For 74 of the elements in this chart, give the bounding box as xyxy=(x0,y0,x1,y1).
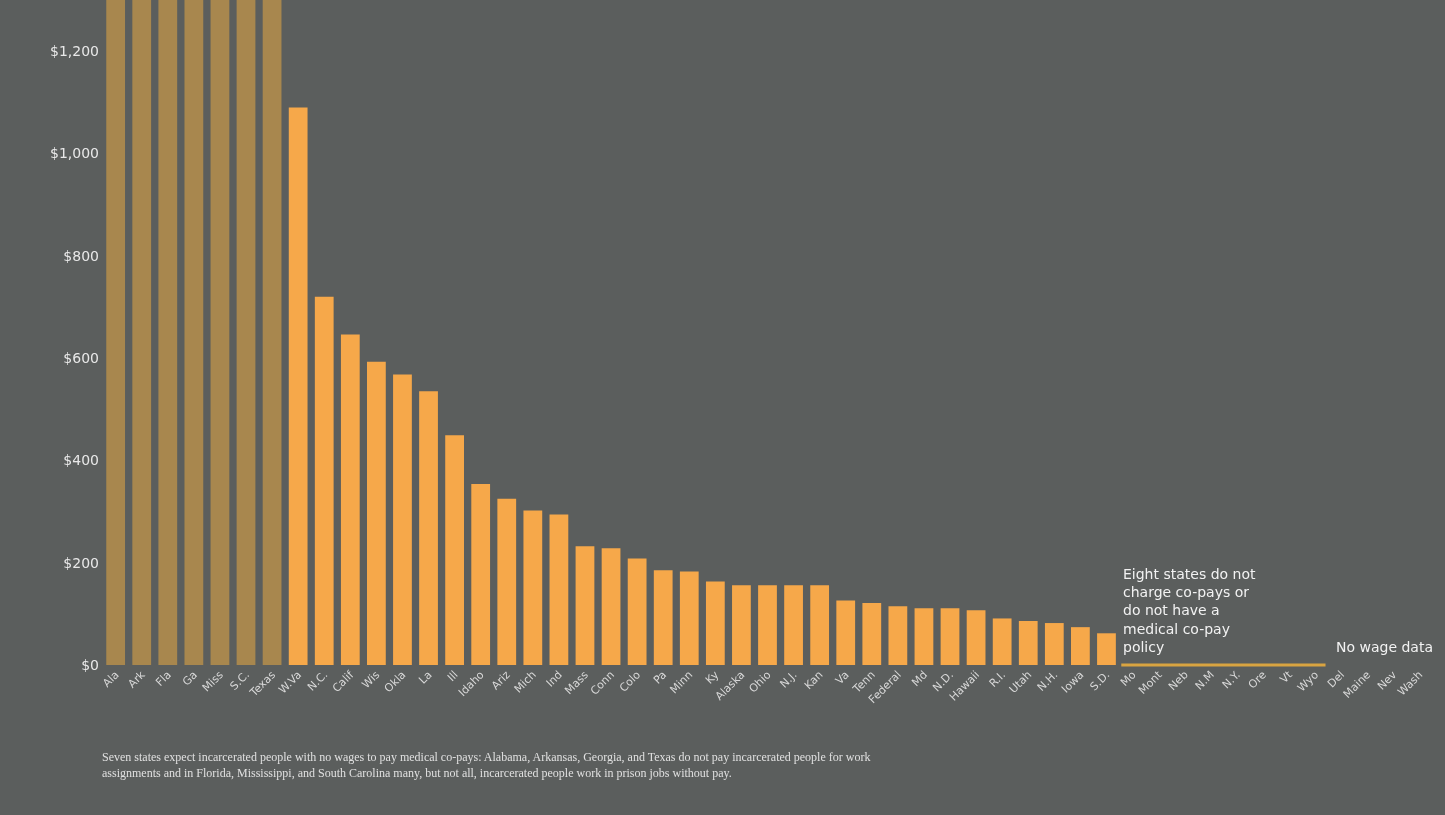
bar xyxy=(914,608,934,665)
x-tick-label: Ky xyxy=(703,667,722,687)
bar xyxy=(132,0,152,665)
x-tick-label: N.H. xyxy=(1034,668,1061,694)
x-tick-label: Ind xyxy=(543,668,565,690)
x-tick-label: N.J. xyxy=(777,668,800,691)
x-tick-label: Md xyxy=(909,668,930,690)
bar xyxy=(393,374,412,665)
y-tick-label: $0 xyxy=(81,656,99,673)
x-tick-label: N.Y. xyxy=(1219,668,1243,692)
x-tick-label: Vt xyxy=(1277,667,1296,686)
y-tick-label: $1,200 xyxy=(50,43,99,60)
x-tick-label: R.I. xyxy=(986,668,1009,690)
annotation: No wage data xyxy=(1336,639,1434,655)
x-tick-label: La xyxy=(416,668,435,687)
y-tick-label: $600 xyxy=(63,349,99,366)
bar xyxy=(784,585,803,665)
x-tick-label: Del xyxy=(1325,668,1348,691)
bar xyxy=(627,558,647,665)
x-tick-label: Va xyxy=(833,668,852,687)
bar xyxy=(367,361,386,665)
bar xyxy=(1071,627,1090,665)
bar xyxy=(314,296,334,665)
bar xyxy=(653,570,673,665)
x-tick-label: Kan xyxy=(801,668,826,693)
y-tick-label: $400 xyxy=(63,452,99,469)
x-tick-label: Ark xyxy=(125,667,149,691)
bar xyxy=(705,581,725,665)
bar xyxy=(810,585,830,665)
bar xyxy=(1044,623,1064,665)
bar xyxy=(184,0,204,665)
bar xyxy=(445,435,464,665)
bar xyxy=(758,585,777,665)
bar xyxy=(471,483,491,665)
bar xyxy=(836,600,856,665)
bar xyxy=(1018,621,1038,665)
bar xyxy=(106,0,126,665)
y-tick-label: $1,000 xyxy=(50,145,99,162)
bar xyxy=(340,334,360,665)
x-tick-label: Ill xyxy=(444,668,461,685)
bar xyxy=(601,548,621,665)
x-tick-label: Fla xyxy=(153,668,174,689)
y-tick-label: $200 xyxy=(63,554,99,571)
y-tick-label: $800 xyxy=(63,247,99,264)
bar xyxy=(262,0,282,665)
x-tick-label: Ariz xyxy=(488,668,513,693)
annotation: Eight states do not charge co-pays or do not have a medical co-pay policy xyxy=(1123,566,1256,655)
text: Seven states expect incarcerated people with no wages to pay medical co-pays: Alabama, Arkansas, Georgia, and Texas do not pay incarcerated people for work assignments and in Florida, Mississippi, and South Carolina many, but not all, incarcerated people work in prison jobs without pay. xyxy=(102,750,871,780)
bar xyxy=(419,391,438,665)
bar xyxy=(523,510,543,665)
bar xyxy=(549,514,569,665)
bar xyxy=(888,606,908,665)
x-tick-label: Wis xyxy=(359,668,383,692)
bar xyxy=(158,0,178,665)
x-tick-label: Pa xyxy=(650,668,670,687)
x-tick-label: Ga xyxy=(179,668,200,689)
x-tick-label: Ala xyxy=(100,668,122,690)
x-tick-label: Ore xyxy=(1245,668,1270,692)
x-tick-label: Neb xyxy=(1165,668,1191,694)
bar xyxy=(575,546,595,665)
bar xyxy=(679,571,699,665)
bar xyxy=(732,585,751,665)
bar xyxy=(1097,633,1116,665)
x-tick-label: S.D. xyxy=(1087,668,1113,694)
bar xyxy=(992,618,1012,665)
bar xyxy=(862,603,882,665)
bar xyxy=(236,0,256,665)
bar xyxy=(966,610,986,665)
bar xyxy=(940,608,960,665)
bar xyxy=(288,107,308,665)
x-tick-label: N.C. xyxy=(304,668,331,694)
bar xyxy=(497,498,517,665)
x-tick-label: Mo xyxy=(1117,668,1139,689)
bar xyxy=(210,0,230,665)
